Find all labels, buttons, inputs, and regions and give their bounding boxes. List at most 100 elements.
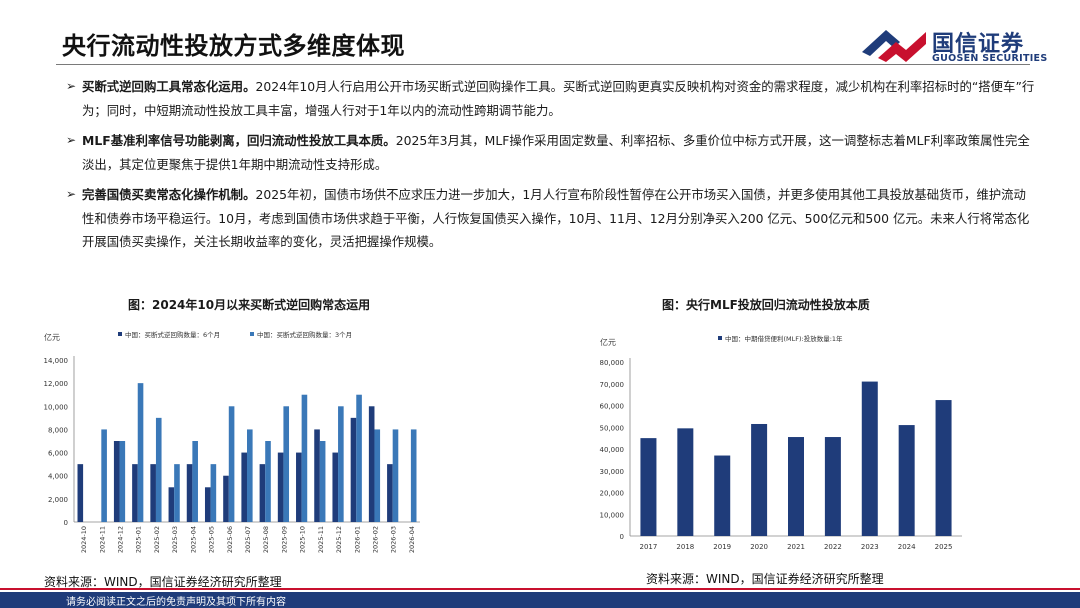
chart1-bar <box>332 452 339 522</box>
chart1-bar <box>277 452 284 522</box>
chart1-ytick-label: 6,000 <box>48 450 68 458</box>
logo-text-en: GUOSEN SECURITIES <box>932 53 1048 64</box>
footer-disclaimer: 请务必阅读正文之后的免责声明及其项下所有内容 <box>66 597 286 608</box>
chart2-ytick-label: 70,000 <box>600 381 625 389</box>
chart1-bar <box>150 464 156 522</box>
chart1-bar <box>77 464 84 522</box>
bullet-list: ➢ 买断式逆回购工具常态化运用。2024年10月人行启用公开市场买断式逆回购操作… <box>66 75 1036 261</box>
chart2-ytick-label: 10,000 <box>600 511 625 519</box>
chart1-bar <box>204 487 211 522</box>
chart2-bar <box>677 428 694 536</box>
chart1-bar <box>319 441 326 522</box>
bullet-arrow-icon: ➢ <box>66 79 77 93</box>
chart2-xtick-label: 2021 <box>787 543 805 551</box>
chart1-xtick-label: 2025-02 <box>153 526 161 553</box>
chart1-bar <box>410 429 417 522</box>
chart1-bar <box>296 452 302 522</box>
chart1-xtick-label: 2026-03 <box>390 526 398 553</box>
chart1-bar <box>259 464 266 522</box>
chart1-xtick-label: 2026-01 <box>353 526 361 553</box>
chart1-ytick-label: 14,000 <box>44 357 69 365</box>
bullet-item: ➢ 完善国债买卖常态化操作机制。2025年初，国债市场供不应求压力进一步加大，1… <box>66 183 1036 254</box>
chart1-bar <box>119 441 126 522</box>
chart1-bar <box>132 464 138 522</box>
chart2-ytick-label: 60,000 <box>600 403 625 411</box>
bullet-text: 2025年3月其，MLF操作采用固定数量、利率招标、多重价位中标方式开展，这一调… <box>82 133 1030 172</box>
chart2-bar <box>751 423 768 536</box>
chart2-xtick-label: 2019 <box>713 543 731 551</box>
chart1-ytick-label: 2,000 <box>48 496 68 504</box>
chart2-bar <box>788 437 804 536</box>
chart2-xtick-label: 2023 <box>861 543 879 551</box>
chart1-xtick-label: 2024-11 <box>98 526 106 553</box>
chart1-bar <box>137 383 144 522</box>
chart1-bar <box>113 441 120 522</box>
footer-band <box>0 592 1080 608</box>
chart1-ytick-label: 12,000 <box>44 380 69 388</box>
chart1-ytick-label: 0 <box>64 519 68 527</box>
bullet-text: 2025年初，国债市场供不应求压力进一步加大，1月人行宣布阶段性暂停在公开市场买… <box>82 187 1030 249</box>
bullet-heading: 完善国债买卖常态化操作机制。 <box>82 187 256 202</box>
chart1-bar <box>101 429 107 522</box>
chart2-bar <box>935 400 952 536</box>
chart2-title: 图：央行MLF投放回归流动性投放本质 <box>662 298 870 312</box>
chart1-xtick-label: 2025-09 <box>280 526 288 553</box>
chart1-xtick-label: 2025-12 <box>335 526 343 553</box>
chart2-ytick-label: 20,000 <box>600 490 625 498</box>
chart2-legend-label: 中国：中期借贷便利(MLF):投放数量:1年 <box>725 334 843 343</box>
chart2-ytick-label: 50,000 <box>600 424 625 432</box>
chart1-ytick-label: 4,000 <box>48 473 68 481</box>
chart1-bar <box>210 464 217 522</box>
bullet-heading: 买断式逆回购工具常态化运用。 <box>82 79 256 94</box>
chart1-xtick-label: 2025-10 <box>299 526 307 553</box>
chart2-xtick-label: 2020 <box>750 543 768 551</box>
chart1-xtick-label: 2025-06 <box>226 526 234 553</box>
chart1-xtick-label: 2025-01 <box>135 526 143 553</box>
chart1-bar <box>368 406 375 522</box>
chart1-xtick-label: 2026-02 <box>371 526 379 553</box>
chart1-bar <box>228 406 235 522</box>
chart1-bar <box>392 429 399 522</box>
chart2-source: 资料来源：WIND，国信证券经济研究所整理 <box>646 572 884 586</box>
chart2-bar <box>824 437 841 536</box>
chart1-bar <box>301 394 308 522</box>
chart1-legend-swatch <box>118 332 122 336</box>
chart1-bar <box>265 441 271 522</box>
chart2-ylabel: 亿元 <box>600 337 616 347</box>
chart1-xtick-label: 2025-04 <box>189 526 197 553</box>
bullet-item: ➢ 买断式逆回购工具常态化运用。2024年10月人行启用公开市场买断式逆回购操作… <box>66 75 1036 122</box>
chart2-bar <box>640 438 657 536</box>
logo-text-cn: 国信证券 <box>932 32 1025 57</box>
company-logo: 国信证券 GUOSEN SECURITIES <box>860 22 1060 68</box>
chart2-bar <box>861 381 878 536</box>
chart1-source: 资料来源：WIND，国信证券经济研究所整理 <box>44 575 282 589</box>
chart1-bar <box>174 464 180 522</box>
chart1-ylabel: 亿元 <box>44 332 60 342</box>
chart2-legend-swatch <box>718 336 722 340</box>
chart2-ytick-label: 0 <box>620 533 624 541</box>
title-divider <box>56 64 1030 65</box>
chart1-xtick-label: 2024-12 <box>117 526 125 553</box>
chart1-bar <box>374 429 381 522</box>
bullet-arrow-icon: ➢ <box>66 187 77 201</box>
chart2-xtick-label: 2025 <box>935 543 953 551</box>
chart1-xtick-label: 2025-11 <box>317 526 325 553</box>
chart2-ytick-label: 30,000 <box>600 468 625 476</box>
chart1-legend-swatch <box>250 332 254 336</box>
chart1-xtick-label: 2025-08 <box>262 526 270 553</box>
chart1-bar <box>223 475 229 522</box>
chart2-bar <box>898 425 915 536</box>
chart1-xtick-label: 2025-07 <box>244 526 252 553</box>
page-title: 央行流动性投放方式多维度体现 <box>62 32 405 60</box>
chart1-bar <box>168 487 175 522</box>
chart2-ytick-label: 40,000 <box>600 446 625 454</box>
chart1-bar <box>186 464 193 522</box>
bullet-item: ➢ MLF基准利率信号功能剥离，回归流动性投放工具本质。2025年3月其，MLF… <box>66 129 1036 176</box>
chart1-bar <box>314 429 320 522</box>
chart1-ytick-label: 8,000 <box>48 426 68 434</box>
chart2-xtick-label: 2022 <box>824 543 842 551</box>
footer-accent-line <box>0 588 1080 590</box>
chart1-xtick-label: 2026-04 <box>408 526 416 553</box>
chart1-bar <box>283 406 290 522</box>
chart2-bar <box>714 455 731 536</box>
